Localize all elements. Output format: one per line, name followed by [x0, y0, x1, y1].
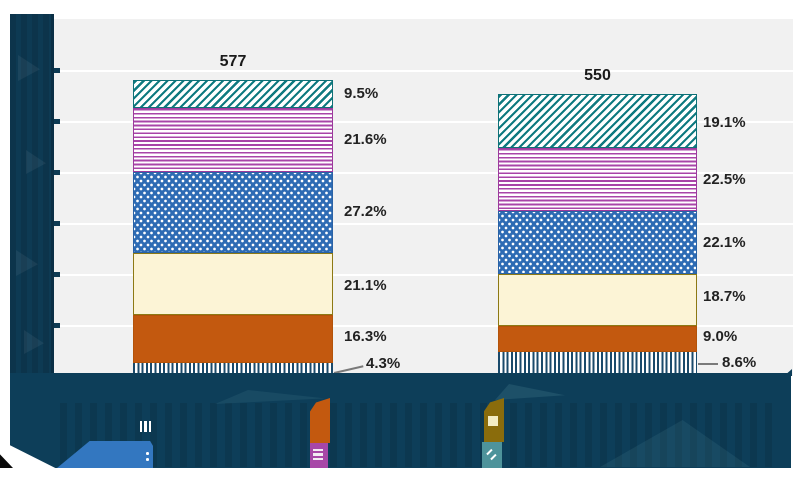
segment-value-label: 19.1% [703, 114, 746, 131]
bar2-total-label: 550 [584, 67, 611, 84]
segment-value-label: 18.7% [703, 288, 746, 305]
segment-value-label: 21.6% [344, 131, 387, 148]
y-axis-line [51, 14, 54, 376]
segment-value-label: 21.1% [344, 277, 387, 294]
bar1-seg-diagonal-hatch [133, 80, 333, 109]
corner-triangle [0, 454, 13, 468]
bar2-seg-orange [498, 326, 697, 352]
segment-value-label: 9.5% [344, 85, 379, 102]
redaction-overlay-left [10, 14, 54, 376]
y-axis-tick [54, 322, 60, 328]
segment-value-label: 27.2% [344, 203, 387, 220]
gridline [54, 70, 793, 72]
segment-value-label: 16.3% [344, 328, 387, 345]
redaction-texture [60, 403, 780, 467]
bar1-seg-horizontal-lines [133, 108, 333, 172]
segment-value-label: 4.3% [366, 355, 401, 372]
x-axis-tick [784, 369, 792, 376]
segment-value-label: 22.1% [703, 234, 746, 251]
legend-swatch-teal [482, 442, 502, 468]
dots-pattern-icon [146, 452, 149, 455]
y-axis-tick [54, 271, 60, 277]
x-axis-tick [398, 376, 403, 383]
square-pattern-icon [488, 416, 498, 426]
gridline [54, 325, 793, 327]
bar1-seg-orange [133, 315, 333, 364]
segment-value-label: 9.0% [703, 328, 738, 345]
segment-value-label: 22.5% [703, 171, 746, 188]
bar2-seg-dots [498, 211, 697, 274]
bar1-total-label: 577 [219, 53, 247, 70]
vertical-stripes-icon [140, 421, 151, 432]
dots-pattern-icon [146, 458, 149, 461]
gridline [54, 121, 793, 123]
gridline [54, 172, 793, 174]
y-axis-tick [54, 220, 60, 226]
y-axis-tick [54, 118, 60, 124]
y-axis-tick [54, 67, 60, 73]
leader-line [698, 363, 718, 365]
legend-swatch-orange [310, 398, 330, 443]
bar2-seg-vertical-stripes [498, 351, 697, 376]
bar2-seg-horizontal-lines [498, 147, 697, 212]
y-axis-tick [54, 169, 60, 175]
gridline [54, 223, 793, 225]
gridline [54, 274, 793, 276]
horizontal-lines-icon [313, 449, 323, 460]
segment-value-label: 8.6% [722, 354, 757, 371]
bar1-seg-vertical-stripes [133, 363, 333, 376]
bar2-seg-diagonal-hatch [498, 94, 697, 148]
bar2-seg-cream [498, 273, 697, 327]
bar1-seg-cream [133, 252, 333, 315]
bar1-seg-dots [133, 172, 333, 253]
